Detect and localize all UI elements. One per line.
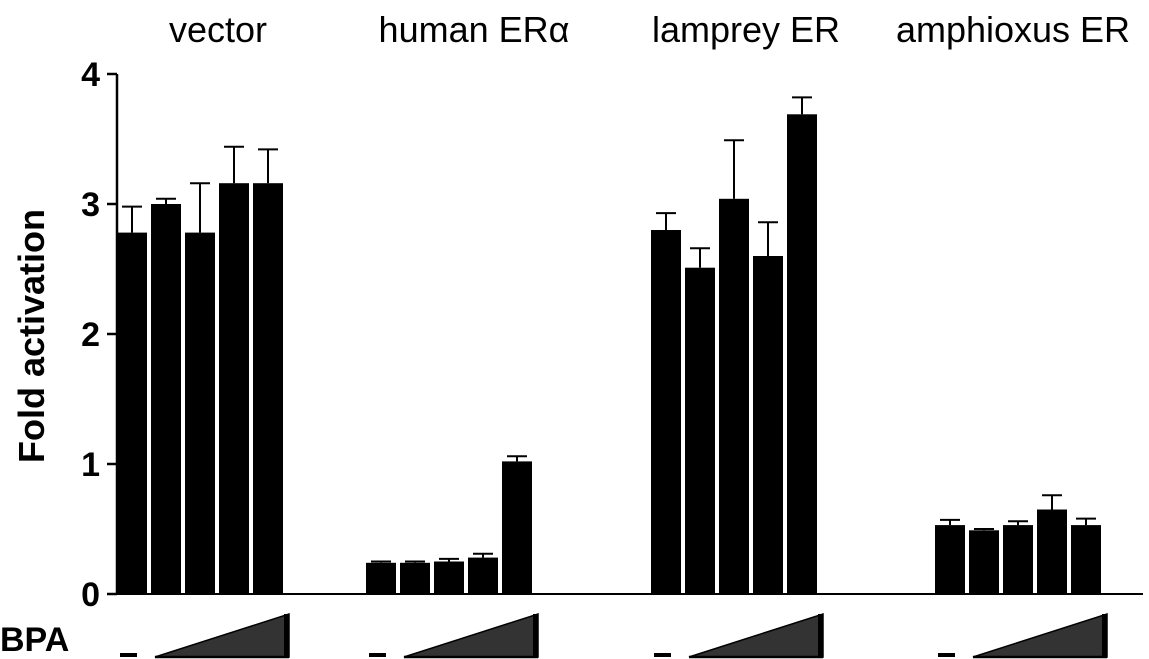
bar	[434, 561, 464, 594]
bar	[1037, 509, 1067, 594]
bar	[651, 230, 681, 594]
y-tick-label: 0	[81, 576, 100, 614]
bar	[719, 198, 749, 595]
bar	[502, 461, 532, 594]
y-tick-label: 4	[81, 56, 100, 94]
control-dash	[369, 653, 386, 657]
bar	[935, 525, 965, 594]
y-axis-title: Fold activation	[11, 209, 52, 463]
y-tick-label: 2	[81, 316, 100, 354]
bar	[400, 562, 430, 594]
group-labels: vector human ERα lamprey ER amphioxus ER	[169, 9, 1130, 50]
control-dash	[654, 653, 671, 657]
group-label-lamprey-er: lamprey ER	[652, 9, 840, 50]
bar	[185, 232, 215, 594]
bar	[787, 114, 817, 595]
bar	[1003, 525, 1033, 594]
bar	[219, 183, 249, 594]
dose-ramp-edge	[818, 614, 823, 657]
control-dash	[120, 653, 137, 657]
treatment-row: BPA	[0, 612, 1108, 659]
y-ticks: 0 1 2 3 4	[81, 56, 117, 614]
dose-ramp-edge	[1102, 614, 1107, 657]
dose-ramp	[403, 612, 539, 658]
group-label-amphioxus-er: amphioxus ER	[896, 9, 1130, 50]
y-tick-label: 3	[81, 186, 100, 224]
bar	[1071, 525, 1101, 594]
dose-ramp	[688, 612, 824, 658]
bar	[468, 557, 498, 594]
bar	[685, 267, 715, 594]
y-tick-label: 1	[81, 446, 100, 484]
dose-ramp	[154, 612, 290, 658]
group-label-vector: vector	[169, 9, 267, 50]
treatment-label: BPA	[0, 621, 69, 659]
dose-ramp-edge	[533, 614, 538, 657]
bar	[969, 530, 999, 594]
dose-ramp-edge	[284, 614, 289, 657]
bars	[117, 96, 1101, 595]
bar	[753, 256, 783, 594]
bar	[117, 232, 147, 594]
group-label-human-er: human ERα	[379, 9, 570, 50]
bar	[366, 562, 396, 594]
bar	[253, 183, 283, 594]
control-dash	[938, 653, 955, 657]
bar	[151, 204, 181, 594]
dose-ramp	[972, 612, 1108, 658]
